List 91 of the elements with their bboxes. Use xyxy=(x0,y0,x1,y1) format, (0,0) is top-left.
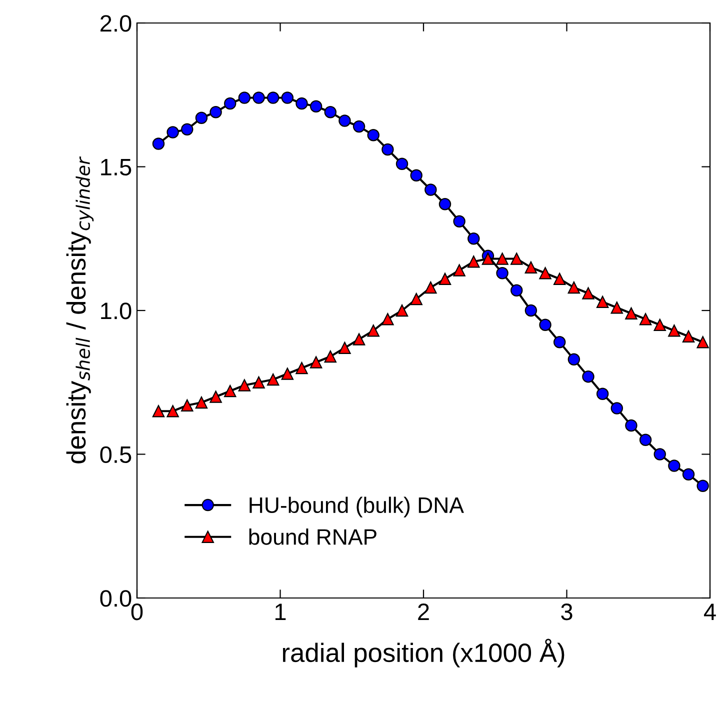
point xyxy=(553,272,566,285)
point xyxy=(296,97,308,110)
point xyxy=(468,256,480,268)
point xyxy=(668,460,680,472)
x-axis-title: radial position (x1000 Å) xyxy=(282,638,564,668)
point xyxy=(281,92,294,104)
x-tick-label: 1 xyxy=(275,604,286,620)
legend-label: HU-bound (bulk) DNA xyxy=(250,496,464,518)
point xyxy=(510,252,523,265)
point xyxy=(152,138,165,150)
point xyxy=(668,324,680,337)
point xyxy=(266,92,280,104)
point xyxy=(582,287,594,300)
y-tick-label: 2.0 xyxy=(100,15,132,32)
x-tick-label: 3 xyxy=(561,603,572,620)
point xyxy=(382,313,394,326)
point xyxy=(654,448,666,460)
point xyxy=(696,336,709,348)
point xyxy=(524,261,538,274)
point xyxy=(568,281,580,294)
point xyxy=(639,434,652,446)
point xyxy=(654,318,666,331)
y-tick-label: 0.5 xyxy=(100,446,132,464)
point xyxy=(152,405,165,418)
point xyxy=(252,376,265,388)
y-tick-label: 1.5 xyxy=(101,159,132,176)
y-tick-label: 1.0 xyxy=(101,302,132,320)
point xyxy=(266,373,280,386)
point xyxy=(367,129,380,142)
point xyxy=(453,215,466,228)
point xyxy=(539,318,552,331)
point xyxy=(224,97,236,110)
point xyxy=(453,264,466,276)
point xyxy=(482,252,494,265)
point xyxy=(195,396,208,409)
x-tick-label: 2 xyxy=(418,603,429,620)
point xyxy=(338,114,351,127)
point xyxy=(496,267,508,280)
point xyxy=(696,480,709,492)
point xyxy=(682,330,695,342)
y-tick-label: 0.0 xyxy=(100,590,132,607)
point xyxy=(310,356,322,368)
point xyxy=(195,112,208,124)
point xyxy=(596,296,609,308)
point xyxy=(582,370,594,383)
point xyxy=(352,333,366,346)
point xyxy=(510,284,523,296)
point xyxy=(639,313,652,326)
point xyxy=(596,388,609,400)
point xyxy=(210,106,222,118)
point xyxy=(424,281,437,294)
x-tick-label: 0 xyxy=(131,603,143,620)
point xyxy=(252,92,265,104)
point xyxy=(610,402,623,414)
point xyxy=(625,307,638,320)
point xyxy=(410,292,422,306)
point xyxy=(310,100,322,112)
point xyxy=(338,342,351,354)
point xyxy=(625,419,638,432)
point xyxy=(367,324,380,337)
point xyxy=(438,272,452,285)
point xyxy=(281,368,294,380)
point xyxy=(396,304,408,317)
point xyxy=(553,336,566,348)
point xyxy=(496,252,508,265)
point xyxy=(424,184,437,196)
point xyxy=(324,350,336,363)
point xyxy=(382,143,394,156)
x-tick-label: 4 xyxy=(704,604,716,620)
point xyxy=(324,106,336,118)
point xyxy=(396,158,408,170)
point xyxy=(296,362,308,374)
point xyxy=(238,92,251,104)
point xyxy=(524,304,538,317)
point xyxy=(438,198,452,210)
point xyxy=(181,399,194,412)
point xyxy=(539,267,552,280)
point xyxy=(410,169,422,182)
y-axis-title: density$_{shell}$ / density$_{cylinder}$ xyxy=(66,156,94,464)
point xyxy=(166,405,179,418)
point xyxy=(610,302,623,314)
point xyxy=(682,468,695,480)
point xyxy=(210,390,222,403)
point xyxy=(181,123,194,136)
point xyxy=(352,120,366,133)
point xyxy=(166,126,179,138)
point xyxy=(468,232,480,245)
point xyxy=(238,379,251,392)
legend-label: bound RNAP xyxy=(249,528,376,545)
point xyxy=(224,384,236,398)
point xyxy=(568,353,580,366)
